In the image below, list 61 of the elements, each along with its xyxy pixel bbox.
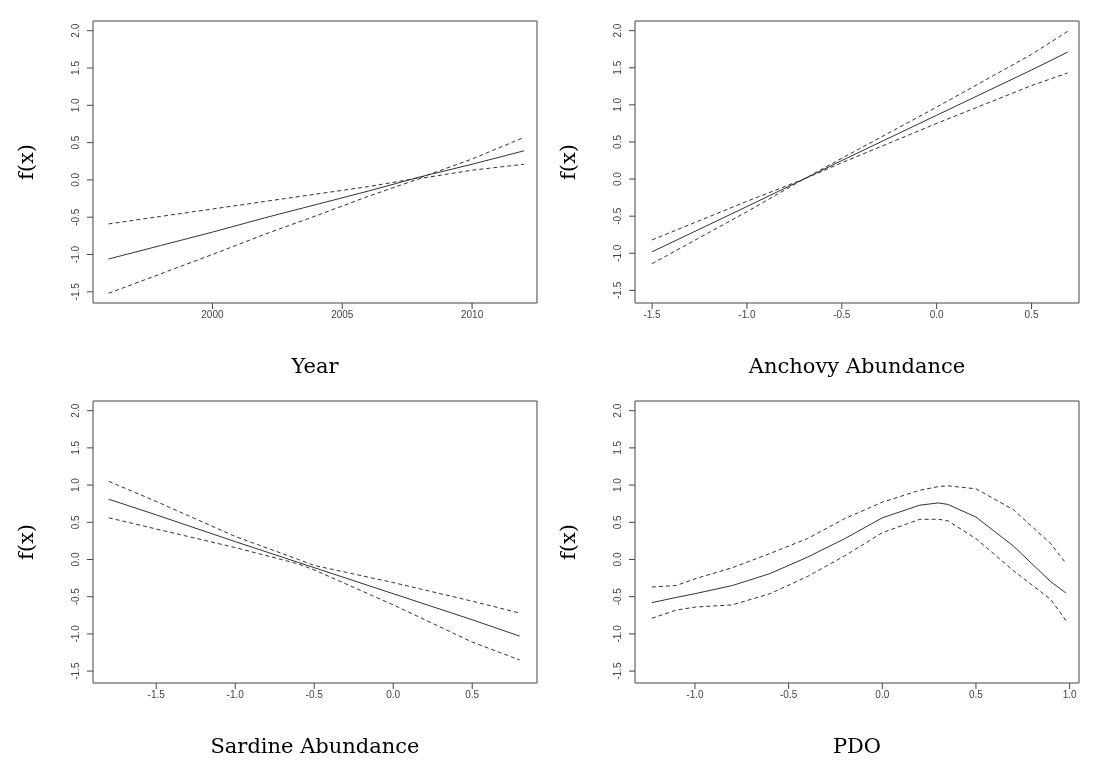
x-axis-title: Year — [290, 354, 340, 378]
y-tick-label: 0.0 — [612, 552, 623, 567]
y-tick-label: -1.5 — [70, 662, 81, 680]
y-tick-label: 1.0 — [612, 477, 623, 493]
y-axis-title: f(x) — [556, 523, 581, 561]
x-axis-title: PDO — [832, 734, 882, 758]
y-tick-label: -1.0 — [70, 624, 81, 643]
x-tick-label: -1.5 — [643, 309, 662, 321]
y-tick-label: -0.5 — [612, 207, 623, 225]
y-tick-label: -0.5 — [70, 587, 81, 606]
x-tick-label: -0.5 — [305, 689, 324, 701]
y-axis-title: f(x) — [556, 143, 581, 181]
y-tick-label: 1.5 — [70, 440, 81, 455]
x-tick-label: 0.0 — [386, 689, 401, 701]
x-axis-title: Sardine Abundance — [210, 734, 420, 758]
y-tick-label: 2.0 — [70, 403, 81, 418]
y-tick-label: 2.0 — [612, 403, 623, 418]
y-tick-label: 0.0 — [70, 552, 81, 567]
y-tick-label: -1.5 — [70, 282, 81, 301]
line-series — [651, 485, 1067, 588]
y-axis-title: f(x) — [14, 523, 39, 561]
y-tick-label: -1.5 — [612, 281, 623, 299]
x-tick-label: 2005 — [331, 309, 354, 321]
x-tick-label: -0.5 — [780, 689, 798, 701]
x-tick-label: 2000 — [201, 309, 224, 321]
x-tick-label: 0.0 — [929, 309, 945, 321]
x-tick-label: 0.5 — [1024, 309, 1039, 321]
x-tick-label: -1.0 — [738, 309, 756, 321]
x-tick-label: -1.0 — [686, 689, 704, 701]
y-tick-label: 1.5 — [70, 60, 81, 75]
y-tick-label: -1.0 — [612, 624, 623, 643]
x-tick-label: 1.0 — [1062, 689, 1078, 701]
y-tick-label: 2.0 — [70, 23, 81, 38]
y-tick-label: 0.0 — [70, 172, 81, 187]
y-tick-label: -0.5 — [70, 208, 81, 226]
x-tick-label: -1.0 — [226, 689, 245, 701]
y-tick-label: 1.5 — [612, 440, 623, 455]
line-series — [651, 502, 1067, 604]
x-tick-label: -0.5 — [833, 309, 851, 321]
y-tick-label: 0.5 — [70, 514, 81, 530]
y-tick-label: -0.5 — [612, 587, 623, 606]
y-tick-label: 1.0 — [70, 97, 81, 113]
y-tick-label: -1.0 — [70, 245, 81, 264]
x-axis-title: Anchovy Abundance — [747, 354, 966, 378]
x-tick-label: 2010 — [460, 309, 484, 321]
y-tick-label: 0.5 — [70, 135, 81, 150]
y-tick-label: -1.5 — [612, 662, 623, 680]
x-tick-label: 0.0 — [875, 689, 890, 701]
y-tick-label: 1.5 — [612, 60, 623, 75]
y-tick-label: 0.5 — [612, 514, 623, 530]
x-tick-label: -1.5 — [147, 689, 166, 701]
y-tick-label: 2.0 — [612, 23, 623, 38]
y-axis-title: f(x) — [14, 143, 39, 181]
line-series — [651, 518, 1067, 621]
y-tick-label: 1.0 — [612, 97, 623, 112]
y-tick-label: 0.5 — [612, 134, 623, 149]
y-tick-label: 1.0 — [70, 477, 81, 493]
x-tick-label: 0.5 — [969, 689, 984, 701]
y-tick-label: -1.0 — [612, 244, 623, 262]
x-tick-label: 0.5 — [465, 689, 480, 701]
y-tick-label: 0.0 — [612, 171, 623, 187]
